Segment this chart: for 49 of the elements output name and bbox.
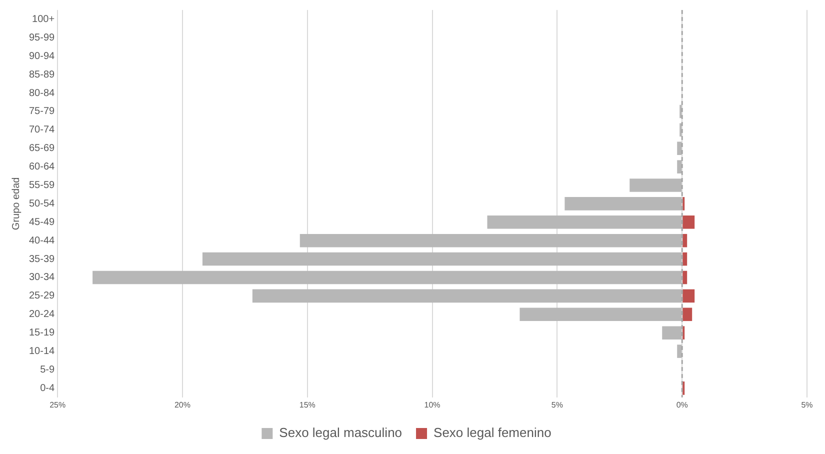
legend-label: Sexo legal femenino [434,425,552,440]
bar [682,252,688,266]
bar [682,308,692,322]
y-tick-label: 75-79 [29,106,56,118]
y-tick-label: 40-44 [29,235,56,246]
x-tick-label: 5% [801,400,813,410]
bar [682,289,695,303]
y-tick-label: 5-9 [40,364,56,376]
y-tick-label: 80-84 [29,88,56,99]
y-tick-label: 60-64 [29,162,56,173]
bar [300,234,682,248]
y-tick-label: 15-19 [29,328,56,339]
bar [682,234,688,248]
y-tick-label: 25-29 [29,290,56,302]
x-tick-label: 15% [299,400,316,410]
y-tick-label: 90-94 [29,50,56,62]
bar [252,289,682,303]
y-tick-label: 65-69 [29,143,56,154]
bar [92,270,682,284]
x-tick-label: 5% [551,400,563,410]
x-tick-label: 0% [676,400,688,410]
y-tick-label: 10-14 [29,346,56,358]
y-tick-label: 0-4 [40,382,56,394]
bar [202,252,682,266]
bar [677,160,682,174]
bar [682,270,688,284]
y-tick-label: 45-49 [29,216,56,228]
y-tick-label: 50-54 [29,198,56,210]
y-tick-label: 55-59 [29,180,56,191]
y-tick-label: 35-39 [29,254,56,265]
bar [630,178,682,192]
bar [564,197,682,210]
y-tick-label: 70-74 [29,124,56,136]
bar [677,142,682,155]
x-tick-label: 25% [50,400,66,410]
y-tick-label: 95-99 [29,32,56,44]
y-tick-label: 20-24 [29,309,56,320]
x-tick-label: 20% [174,400,190,410]
bar [520,308,682,322]
y-axis-title: Grupo edad [10,177,22,230]
bar [682,216,695,229]
y-tick-label: 30-34 [29,272,56,284]
bar [487,216,682,229]
bar [662,326,682,340]
y-tick-label: 100+ [32,14,55,25]
x-tick-label: 10% [424,400,440,410]
y-tick-label: 85-89 [29,69,56,80]
legend-label: Sexo legal masculino [279,425,402,440]
bar [677,344,682,358]
